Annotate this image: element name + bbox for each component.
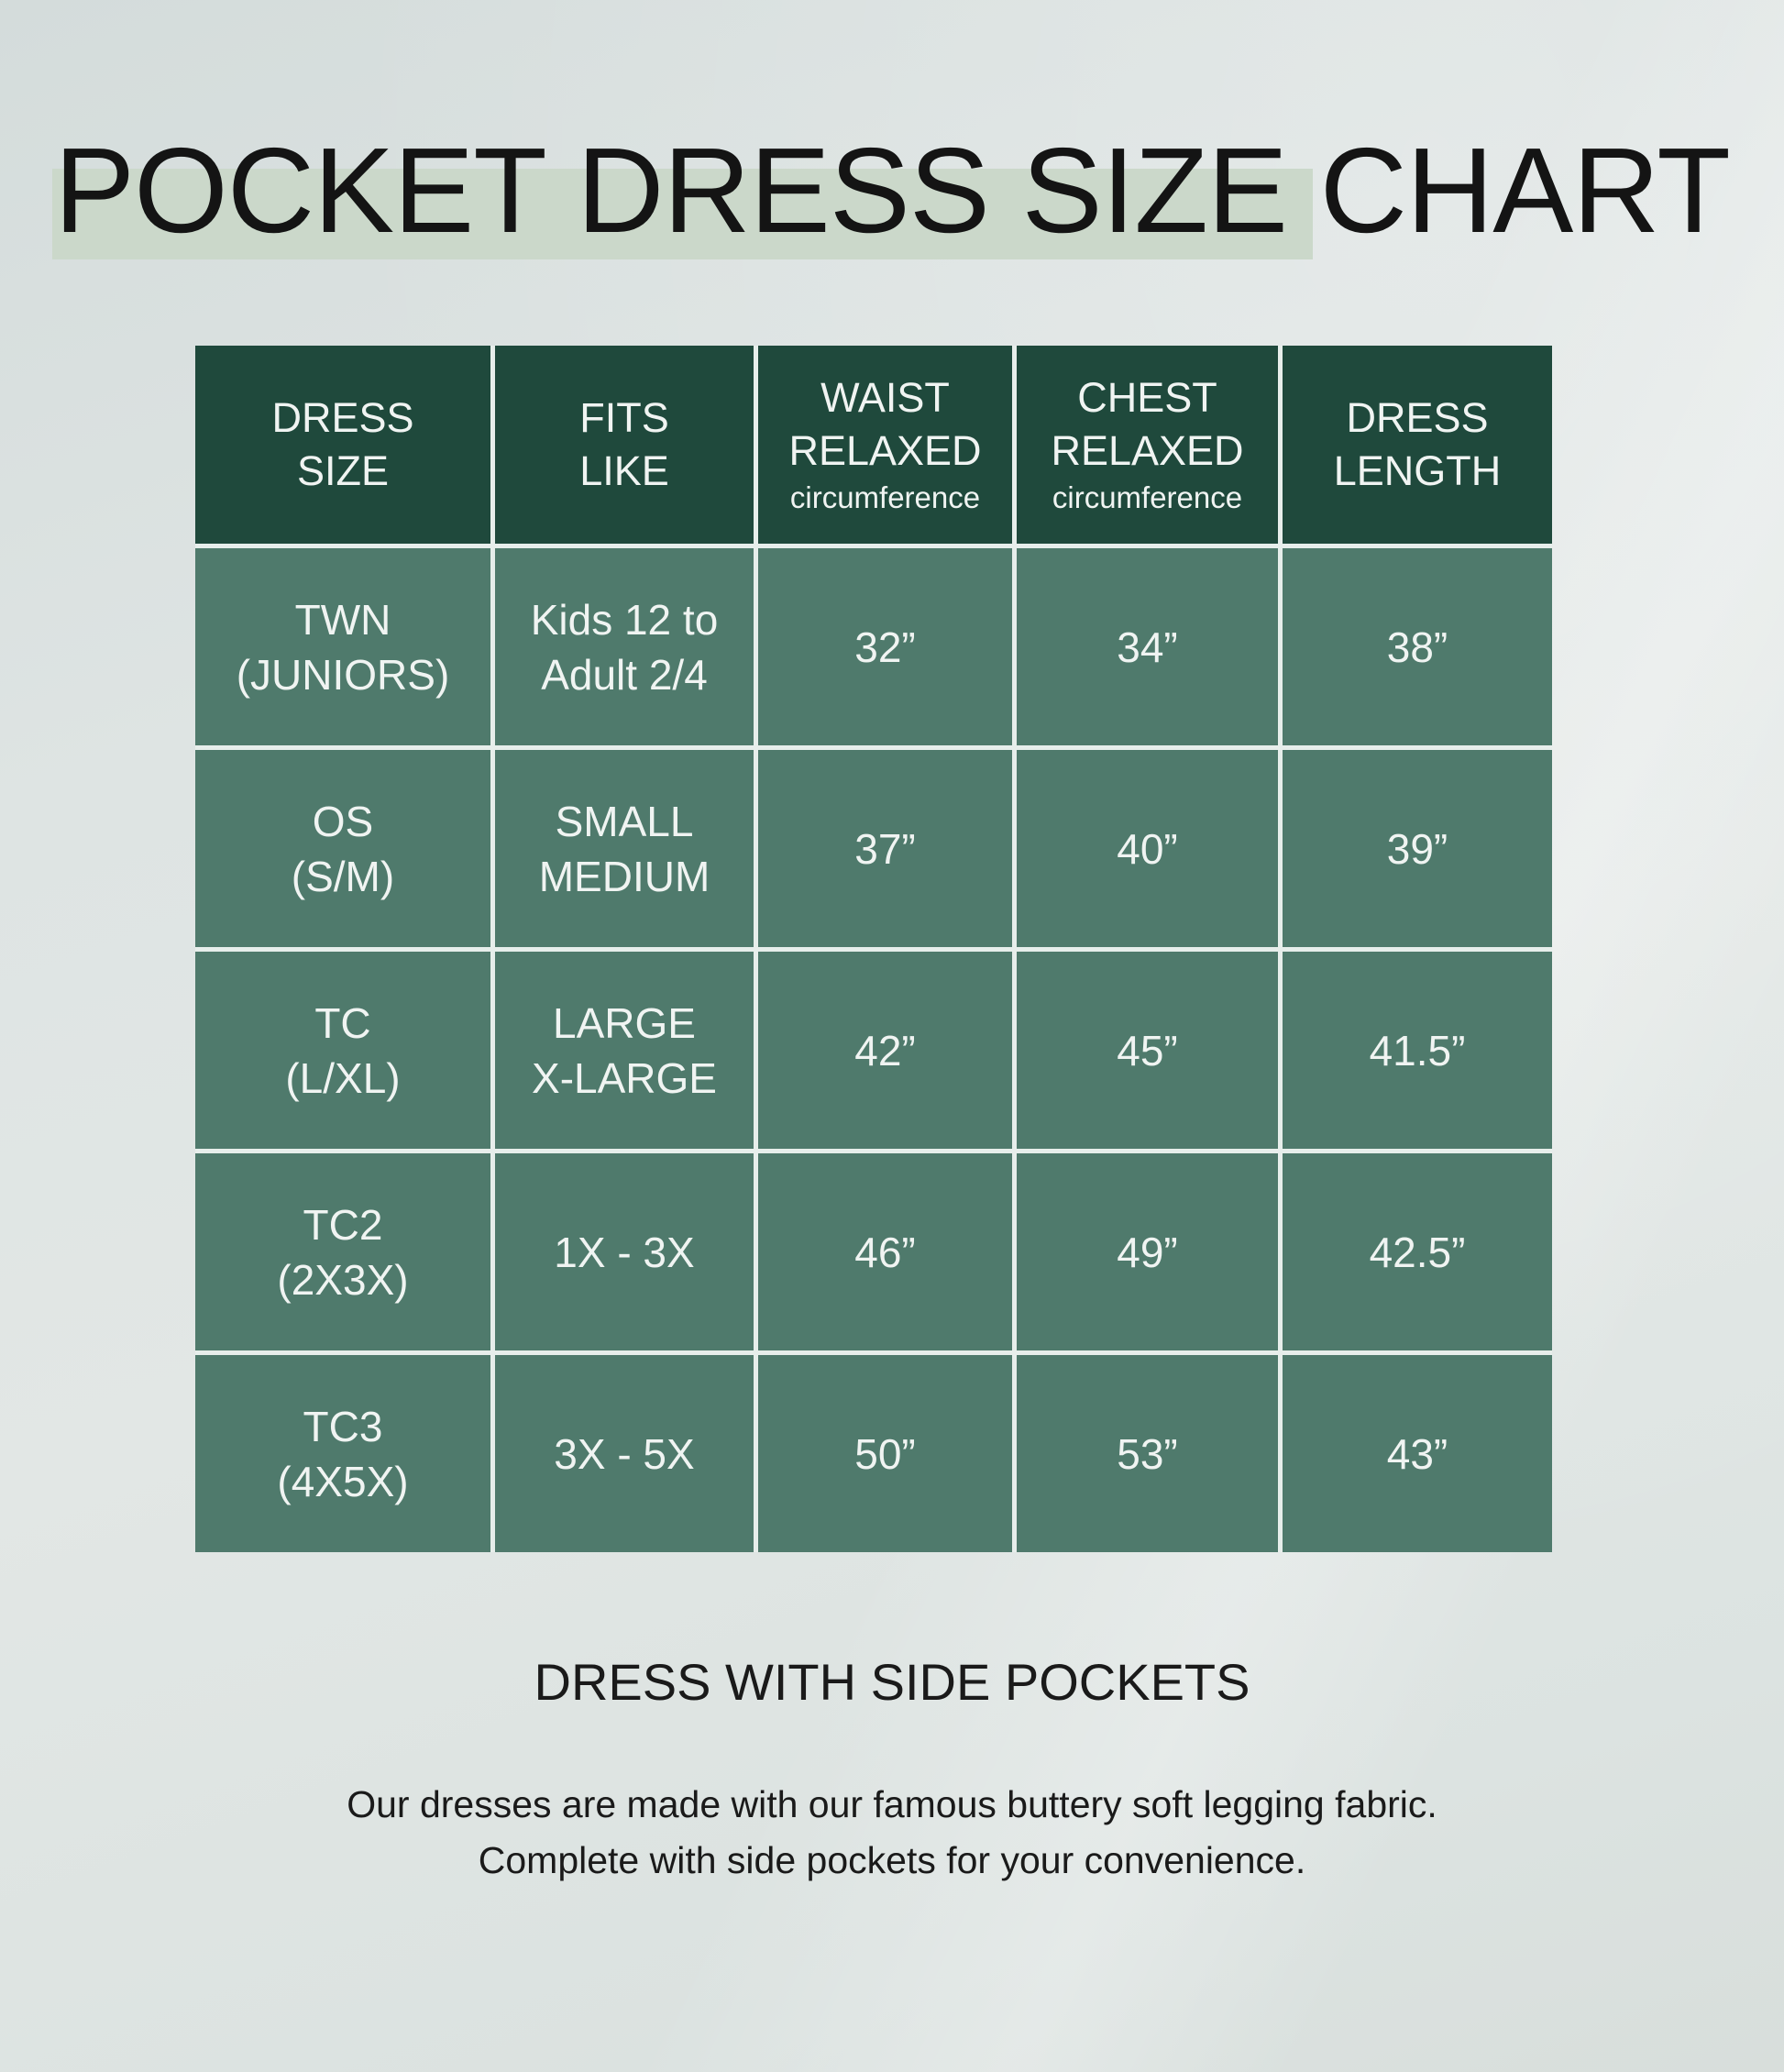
chest-cell: 53” — [1017, 1355, 1278, 1552]
header-cell-dress-length: DRESS LENGTH — [1283, 346, 1552, 544]
waist-cell: 37” — [758, 750, 1012, 947]
fits-cell: 1X - 3X — [495, 1153, 754, 1350]
header-line: FITS — [579, 394, 669, 441]
page-title: POCKET DRESS SIZE CHART — [54, 123, 1731, 258]
fits-cell: SMALL MEDIUM — [495, 750, 754, 947]
header-line: RELAXED — [788, 427, 982, 474]
title-highlight-band — [52, 169, 1313, 259]
cell-line: (2X3X) — [277, 1255, 409, 1304]
cell-line: (L/XL) — [285, 1053, 401, 1102]
length-cell: 38” — [1283, 548, 1552, 745]
cell-line: LARGE — [553, 998, 696, 1047]
size-chart-table: DRESS SIZE FITS LIKE WAIST RELAXED circu… — [195, 346, 1552, 1552]
cell-line: 38” — [1386, 623, 1448, 671]
cell-line: 42” — [854, 1026, 916, 1075]
size-cell: TC3 (4X5X) — [195, 1355, 490, 1552]
cell-line: 43” — [1386, 1429, 1448, 1478]
cell-line: TC — [314, 998, 371, 1047]
waist-cell: 32” — [758, 548, 1012, 745]
cell-line: 1X - 3X — [554, 1228, 695, 1276]
header-line: CHEST — [1077, 374, 1217, 421]
footer-paragraph: Our dresses are made with our famous but… — [0, 1777, 1784, 1889]
cell-line: 37” — [854, 824, 916, 873]
size-cell: TWN (JUNIORS) — [195, 548, 490, 745]
length-cell: 42.5” — [1283, 1153, 1552, 1350]
cell-line: Adult 2/4 — [541, 650, 708, 699]
cell-line: TC2 — [303, 1200, 383, 1249]
size-cell: OS (S/M) — [195, 750, 490, 947]
header-subline: circumference — [1052, 480, 1243, 514]
cell-line: TC3 — [303, 1402, 383, 1450]
cell-line: 40” — [1117, 824, 1178, 873]
cell-line: 49” — [1117, 1228, 1178, 1276]
footer-line: Complete with side pockets for your conv… — [478, 1839, 1306, 1881]
chest-cell: 40” — [1017, 750, 1278, 947]
waist-cell: 46” — [758, 1153, 1012, 1350]
cell-line: 41.5” — [1369, 1026, 1466, 1075]
header-cell-waist-relaxed: WAIST RELAXED circumference — [758, 346, 1012, 544]
header-line: LIKE — [579, 447, 669, 494]
footer-heading: DRESS WITH SIDE POCKETS — [534, 1653, 1250, 1711]
waist-cell: 50” — [758, 1355, 1012, 1552]
cell-line: 42.5” — [1369, 1228, 1466, 1276]
header-line: SIZE — [296, 447, 390, 494]
cell-line: X-LARGE — [532, 1053, 717, 1102]
size-cell: TC2 (2X3X) — [195, 1153, 490, 1350]
cell-line: Kids 12 to — [530, 595, 719, 644]
header-cell-dress-size: DRESS SIZE — [195, 346, 490, 544]
length-cell: 43” — [1283, 1355, 1552, 1552]
header-line: WAIST — [820, 374, 950, 421]
header-line: DRESS — [1346, 394, 1489, 441]
cell-line: TWN — [294, 595, 391, 644]
header-cell-fits-like: FITS LIKE — [495, 346, 754, 544]
length-cell: 39” — [1283, 750, 1552, 947]
header-line: DRESS — [271, 394, 414, 441]
waist-cell: 42” — [758, 952, 1012, 1149]
chest-cell: 34” — [1017, 548, 1278, 745]
cell-line: OS — [312, 797, 374, 845]
fits-cell: LARGE X-LARGE — [495, 952, 754, 1149]
cell-line: 46” — [854, 1228, 916, 1276]
cell-line: SMALL — [555, 797, 694, 845]
cell-line: (JUNIORS) — [236, 650, 450, 699]
header-line: LENGTH — [1333, 447, 1502, 494]
fits-cell: 3X - 5X — [495, 1355, 754, 1552]
cell-line: 34” — [1117, 623, 1178, 671]
fits-cell: Kids 12 to Adult 2/4 — [495, 548, 754, 745]
cell-line: 53” — [1117, 1429, 1178, 1478]
cell-line: (4X5X) — [277, 1457, 409, 1505]
length-cell: 41.5” — [1283, 952, 1552, 1149]
cell-line: MEDIUM — [538, 852, 710, 900]
footer-line: Our dresses are made with our famous but… — [347, 1783, 1437, 1825]
cell-line: 32” — [854, 623, 916, 671]
cell-line: 3X - 5X — [554, 1429, 695, 1478]
header-subline: circumference — [789, 480, 981, 514]
chest-cell: 49” — [1017, 1153, 1278, 1350]
size-cell: TC (L/XL) — [195, 952, 490, 1149]
header-line: RELAXED — [1051, 427, 1244, 474]
cell-line: 39” — [1386, 824, 1448, 873]
header-cell-chest-relaxed: CHEST RELAXED circumference — [1017, 346, 1278, 544]
cell-line: (S/M) — [291, 852, 395, 900]
chest-cell: 45” — [1017, 952, 1278, 1149]
cell-line: 50” — [854, 1429, 916, 1478]
cell-line: 45” — [1117, 1026, 1178, 1075]
